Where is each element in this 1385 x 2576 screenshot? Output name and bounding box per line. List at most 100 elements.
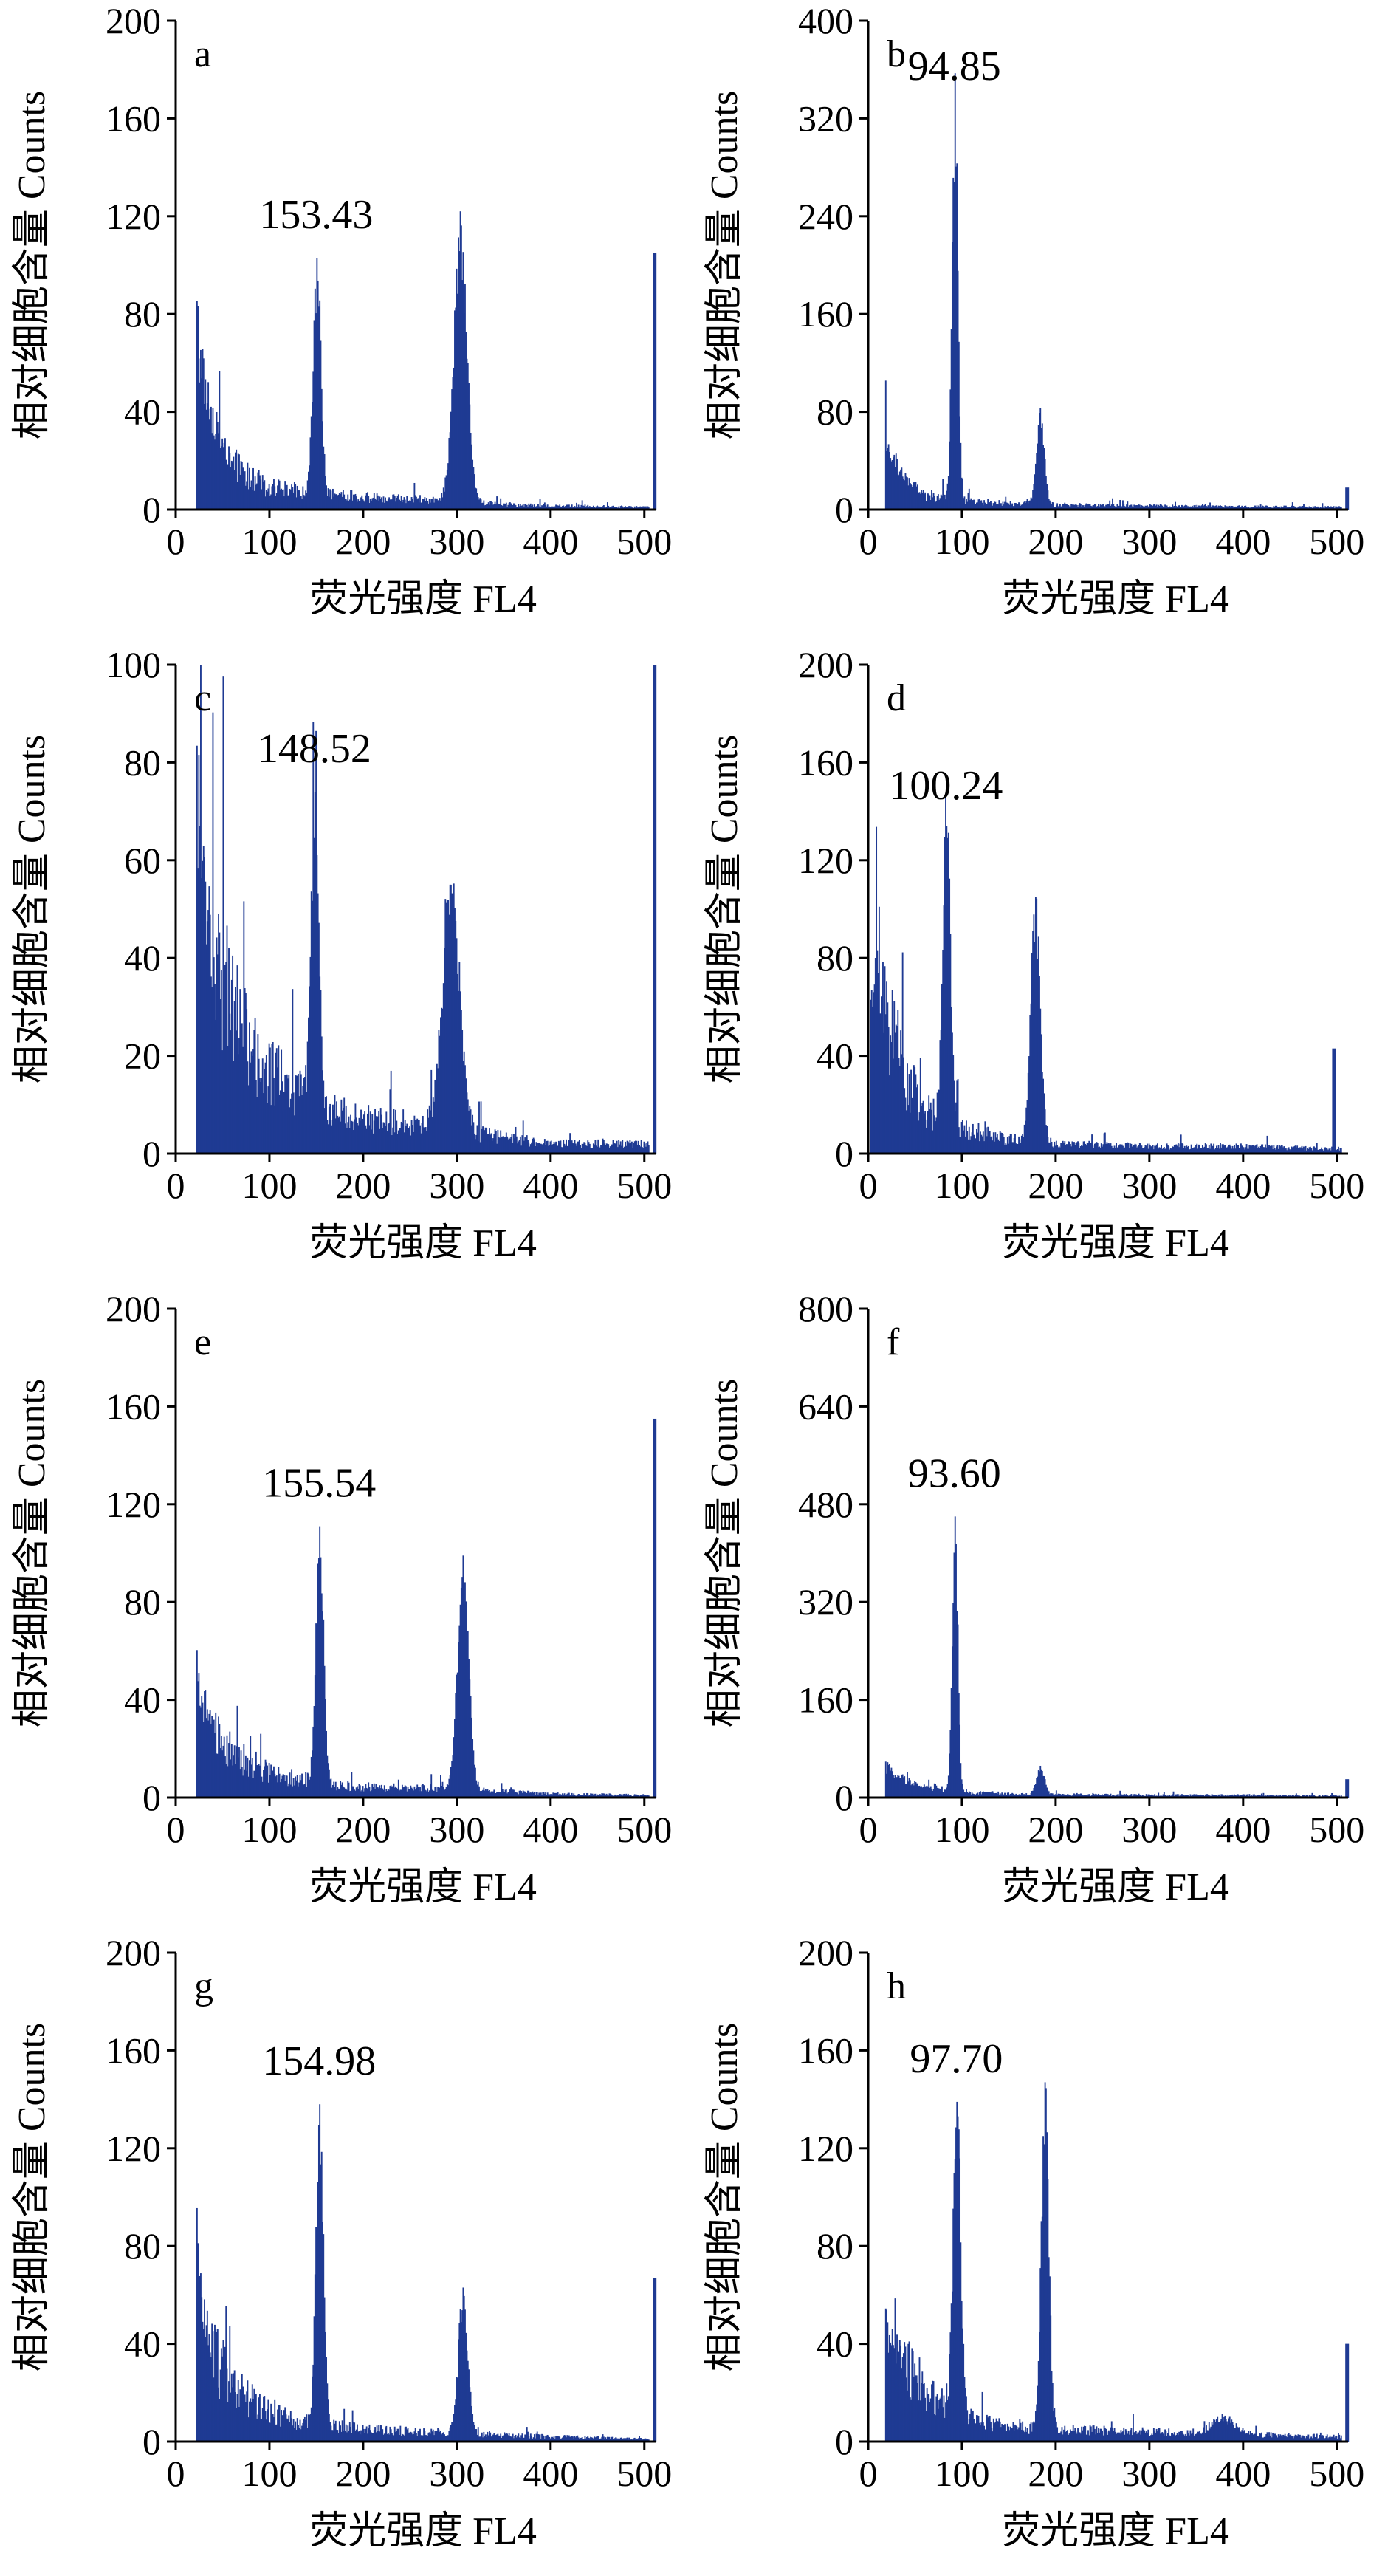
histogram-bin [323,1108,326,1154]
histogram-bin [462,2287,464,2442]
histogram-bin [204,2299,205,2442]
histogram-bin [994,1132,997,1154]
histogram-bin [273,1078,275,1154]
histogram-bin [312,1726,315,1798]
end-spike [653,1418,657,1798]
histogram-bin [438,501,440,510]
histogram-bin [929,1109,931,1154]
histogram-bin [630,506,632,510]
histogram-bin [410,1785,412,1798]
histogram-bin [560,1147,563,1154]
histogram-bin [562,506,563,510]
histogram-bin [422,499,424,510]
histogram-bin [929,2402,931,2442]
x-tick-label: 0 [859,2453,878,2494]
histogram-bin [915,482,917,510]
histogram-bin [253,1030,255,1154]
histogram-bin [568,504,570,510]
histogram-bin [647,1795,649,1798]
histogram-bin [1051,1146,1054,1154]
histogram-bin [1201,1795,1203,1798]
histogram-bin [246,481,248,510]
histogram-bin [898,475,900,510]
histogram-bin [1127,507,1130,510]
histogram-bin [1108,2430,1110,2442]
x-tick-label: 200 [335,1809,391,1850]
histogram-bin [375,1784,377,1798]
histogram-bin [1011,2428,1014,2442]
histogram-bin [1328,2437,1330,2442]
histogram-bin [1222,507,1224,510]
histogram-bin [602,2434,604,2442]
histogram-bin [1262,2437,1265,2442]
histogram-bin [1185,2433,1186,2442]
histogram-bin [310,2407,312,2442]
histogram-bin [359,2434,361,2442]
y-tick-label: 0 [142,489,161,530]
histogram-bin [557,505,559,510]
histogram-bin [275,1052,277,1154]
histogram-bin [1015,2425,1017,2442]
histogram-bin [1077,2428,1079,2442]
histogram-bin [205,409,207,510]
histogram-bin [1178,505,1180,510]
histogram-bin [1186,1795,1189,1798]
histogram-bin [1281,1145,1283,1154]
histogram-bin [267,1765,269,1798]
histogram-bin [914,482,916,510]
histogram-bin [1182,2433,1184,2442]
histogram-bin [1033,484,1035,510]
histogram-bin [267,1103,269,1154]
histogram-bin [1049,500,1051,510]
histogram-bin [490,1133,492,1154]
histogram-bin [1295,1147,1297,1154]
histogram-bin [1161,2433,1162,2442]
histogram-bin [250,1736,252,1798]
histogram-bin [949,1730,952,1798]
histogram-bin [905,1784,907,1798]
histogram-bin [1326,2434,1328,2442]
histogram-bin [1314,2437,1316,2442]
histogram-bin [450,411,452,510]
histogram-bin [568,1792,570,1798]
histogram-bin [1048,2257,1050,2442]
histogram-bin [475,2429,478,2442]
histogram-bin [1171,2433,1172,2442]
histogram-bin [202,1702,204,1798]
histogram-bin [288,495,290,510]
histogram-bin [1315,1148,1317,1154]
histogram-bin [292,1092,295,1154]
histogram-bin [275,495,277,510]
histogram-bin [199,1705,201,1798]
histogram-bin [895,1777,897,1798]
histogram-bin [1070,1146,1073,1154]
histogram-bin [972,1123,974,1154]
histogram-bin [1147,505,1148,510]
histogram-bin [639,2438,642,2442]
histogram-bin [939,498,941,510]
histogram-bin [622,506,624,510]
histogram-bin [525,507,527,510]
y-tick-label: 160 [106,2029,161,2071]
histogram-bin [385,1791,386,1798]
histogram-bin [588,1142,590,1154]
histogram-bin [918,1786,920,1798]
histogram-bin [1127,2430,1130,2442]
histogram-bin [210,976,212,1154]
histogram-bin [1016,2426,1018,2442]
histogram-bin [257,2414,259,2442]
x-axis-title: 荧光强度 FL4 [309,1222,537,1264]
histogram-bin [917,2383,918,2442]
histogram-bin [291,1769,293,1798]
histogram-bin [879,1013,881,1154]
histogram-bin [211,2323,213,2442]
histogram-bin [1276,507,1279,510]
histogram-bin [496,2434,498,2442]
histogram-bin [1013,1794,1015,1798]
histogram-bin [966,1120,967,1154]
histogram-bin [969,500,971,510]
histogram-bin [913,2376,915,2442]
histogram-bin [427,503,430,510]
histogram-bin [302,486,304,510]
y-tick-label: 160 [798,741,853,783]
